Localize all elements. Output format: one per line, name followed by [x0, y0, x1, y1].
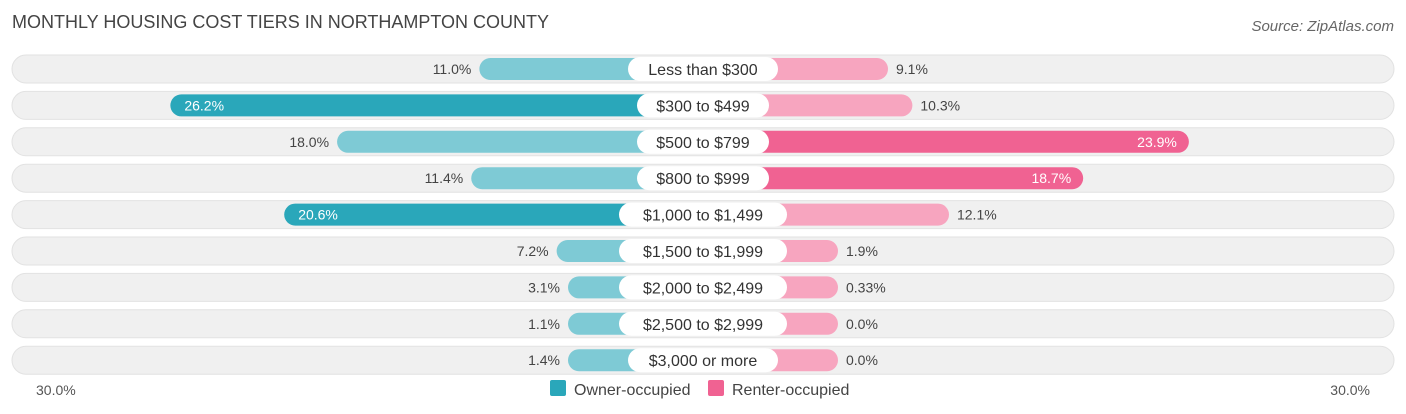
legend-swatch-owner	[550, 380, 566, 396]
category-label: $3,000 or more	[649, 353, 758, 370]
owner-value-label: 7.2%	[517, 243, 549, 259]
owner-bar	[170, 94, 703, 117]
renter-value-label: 0.0%	[846, 352, 878, 368]
renter-value-label: 9.1%	[896, 61, 928, 77]
owner-bar	[337, 130, 703, 153]
renter-value-label: 12.1%	[957, 207, 997, 223]
category-pill	[628, 57, 778, 81]
renter-value-label: 0.0%	[846, 316, 878, 332]
owner-value-label: 26.2%	[184, 97, 224, 113]
category-label: Less than $300	[648, 62, 758, 79]
category-pill	[628, 348, 778, 373]
category-pill	[637, 129, 769, 154]
owner-value-label: 18.0%	[289, 134, 329, 150]
axis-left-label: 30.0%	[36, 382, 76, 398]
owner-value-label: 1.1%	[528, 316, 560, 332]
category-pill	[637, 93, 769, 118]
chart-rows: 11.0% 9.1% Less than $300 26.2% 10.3% $300 to…	[11, 54, 1395, 375]
renter-bar	[703, 167, 1084, 190]
renter-value-label: 0.33%	[846, 279, 886, 295]
renter-value-label: 23.9%	[1137, 134, 1177, 150]
category-label: $500 to $799	[656, 135, 750, 152]
legend-label-owner: Owner-occupied	[574, 382, 691, 399]
renter-value-label: 18.7%	[1031, 170, 1071, 186]
renter-value-label: 10.3%	[920, 97, 960, 113]
owner-value-label: 20.6%	[298, 207, 338, 223]
chart-source: Source: ZipAtlas.com	[1251, 18, 1394, 35]
category-label: $800 to $999	[656, 171, 750, 188]
legend-label-renter: Renter-occupied	[732, 382, 849, 399]
category-label: $2,500 to $2,999	[643, 317, 763, 334]
owner-value-label: 11.4%	[425, 170, 464, 186]
legend: Owner-occupied Renter-occupied	[550, 380, 849, 399]
owner-value-label: 11.0%	[433, 61, 472, 77]
owner-bar	[284, 203, 703, 226]
category-label: $1,500 to $1,999	[643, 244, 763, 261]
renter-value-label: 1.9%	[846, 243, 878, 259]
category-pill	[619, 311, 787, 336]
renter-bar	[703, 130, 1189, 153]
category-label: $2,000 to $2,499	[643, 280, 763, 297]
owner-value-label: 3.1%	[528, 279, 560, 295]
owner-value-label: 1.4%	[528, 352, 560, 368]
category-pill	[619, 202, 787, 227]
chart-title: MONTHLY HOUSING COST TIERS IN NORTHAMPTO…	[12, 12, 549, 32]
category-pill	[619, 239, 787, 263]
category-pill	[619, 275, 787, 300]
category-label: $1,000 to $1,499	[643, 208, 763, 225]
axis-right-label: 30.0%	[1330, 382, 1370, 398]
legend-swatch-renter	[708, 380, 724, 396]
category-pill	[637, 166, 769, 191]
category-label: $300 to $499	[656, 98, 750, 115]
